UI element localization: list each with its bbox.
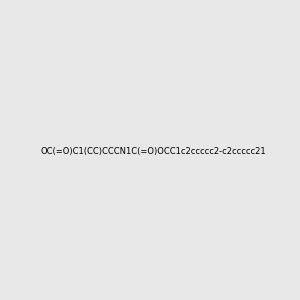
Text: OC(=O)C1(CC)CCCN1C(=O)OCC1c2ccccc2-c2ccccc21: OC(=O)C1(CC)CCCN1C(=O)OCC1c2ccccc2-c2ccc… [41,147,267,156]
